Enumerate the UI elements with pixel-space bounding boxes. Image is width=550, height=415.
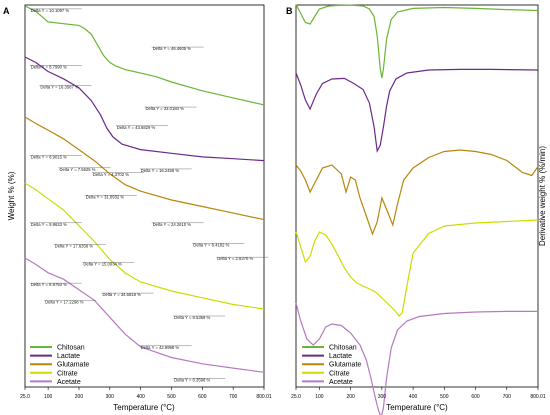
panel-a-x-tick-label: 400	[136, 394, 145, 400]
panel-b-series-citrate	[295, 219, 539, 317]
panel-b-legend-label: Chitosan	[329, 345, 357, 352]
panel-a-x-axis-label: Temperature (°C)	[113, 403, 175, 412]
panel-a-annotation: Delta Y = 8.3598 %	[174, 377, 210, 382]
panel-b-x-tick-label: 500	[440, 394, 449, 400]
panel-a-annotation: Delta Y = 4.3702 %	[93, 172, 129, 177]
panel-a-annotation: Delta Y = 33.0184 %	[146, 106, 185, 111]
panel-b-legend-label: Lactate	[329, 353, 352, 360]
panel-b-x-tick-label: 100	[315, 394, 324, 400]
panel-a-x-tick-label: 200	[75, 394, 84, 400]
panel-a-annotation: Delta Y = 34.5818 %	[102, 292, 141, 297]
panel-a-annotation: Delta Y = 46.4605 %	[153, 46, 192, 51]
panel-a-annotation: Delta Y = 16.3587 %	[40, 85, 79, 90]
panel-a-x-tick-label: 700	[229, 394, 238, 400]
panel-b-label: B	[286, 6, 293, 16]
panel-a-x-tick-label: 800.01	[256, 394, 272, 400]
panel-a-legend-label: Citrate	[57, 370, 78, 377]
panel-a-series-acetate	[24, 257, 265, 373]
panel-a-legend-label: Chitosan	[57, 345, 85, 352]
panel-a-annotation: Delta Y = 16.2458 %	[141, 168, 180, 173]
panel-b-x-ticks: 25.0 100 200 300 400 500 600 700 800.01	[291, 387, 546, 400]
panel-a-annotations: Delta Y = 10.1097 % Delta Y = 46.4605 % De…	[29, 8, 269, 382]
panel-a-legend-label: Glutamate	[57, 362, 89, 369]
panel-b-x-axis-label: Temperature (°C)	[386, 403, 448, 412]
panel-b-series-group	[295, 4, 539, 415]
panel-a-annotation: Delta Y = 9.9633 %	[31, 222, 67, 227]
panel-a-series-chitosan	[24, 5, 265, 106]
panel-b-legend-label: Glutamate	[329, 362, 361, 369]
panel-b-x-tick-label: 600	[471, 394, 480, 400]
panel-b-y-axis-label: Derivative weight % (%/min)	[538, 146, 547, 246]
panel-b-legend-label: Acetate	[329, 379, 353, 386]
panel-a-x-ticks: 25.0 100 200 300 400 500 600 700 800.01	[20, 387, 272, 400]
panel-a-plot-frame	[24, 4, 265, 388]
panel-a-x-tick-label: 500	[167, 394, 176, 400]
panel-b-legend-label: Citrate	[329, 370, 350, 377]
panel-a-y-axis-label: Weight % (%)	[7, 171, 16, 220]
panel-b-series-acetate	[295, 302, 538, 415]
panel-b-x-tick-label: 300	[378, 394, 387, 400]
panel-a-x-tick-label: 600	[198, 394, 207, 400]
panel-a-annotation: Delta Y = 8.9793 %	[31, 282, 67, 287]
panel-b-plot-frame	[295, 4, 539, 388]
panel-a-legend-label: Lactate	[57, 353, 80, 360]
panel-a-series-lactate	[24, 56, 265, 162]
panel-a-legend-label: Acetate	[57, 379, 81, 386]
panel-b-x-tick-label: 800.01	[530, 394, 546, 400]
panel-a-annotation: Delta Y = 17.2298 %	[45, 300, 84, 305]
panel-a-annotation: Delta Y = 31.0932 %	[86, 194, 125, 199]
panel-a-annotation: Delta Y = 43.6829 %	[117, 125, 156, 130]
panel-b-x-tick-label: 25.0	[291, 394, 301, 400]
panel-a-annotation: Delta Y = 8.9015 %	[31, 155, 67, 160]
panel-a-series-glutamate	[24, 116, 265, 221]
panel-a-annotation: Delta Y = 2.6370 %	[217, 256, 253, 261]
panel-a-label: A	[3, 6, 10, 16]
panel-b-series-glutamate	[295, 149, 539, 236]
panel-a-annotation: Delta Y = 42.9998 %	[141, 345, 180, 350]
panel-a-x-tick-label: 100	[44, 394, 53, 400]
panel-b-x-tick-label: 700	[503, 394, 512, 400]
panel-a-annotation: Delta Y = 15.0034 %	[83, 262, 122, 267]
panel-b-series-lactate	[295, 68, 539, 153]
panel-b-x-tick-label: 400	[409, 394, 418, 400]
panel-b-series-chitosan	[295, 4, 539, 79]
panel-a-annotation: Delta Y = 17.6358 %	[55, 244, 94, 249]
panel-a-annotation: Delta Y = 10.1097 %	[31, 8, 70, 13]
panel-b-x-tick-label: 200	[346, 394, 355, 400]
panel-a-tga-curves: Delta Y = 10.1097 % Delta Y = 46.4605 % De…	[3, 4, 272, 412]
panel-a-x-tick-label: 300	[106, 394, 115, 400]
panel-a-annotation: Delta Y = 8.4182 %	[193, 242, 229, 247]
panel-a-series-citrate	[24, 182, 265, 310]
panel-a-annotation: Delta Y = 7.5625 %	[59, 167, 95, 172]
panel-a-series-group	[24, 5, 265, 373]
panel-a-annotation: Delta Y = 24.2610 %	[153, 222, 192, 227]
panel-a-annotation: Delta Y = 8.7990 %	[31, 64, 67, 69]
panel-a-x-tick-label: 25.0	[20, 394, 30, 400]
panel-a-annotation: Delta Y = 8.5359 %	[174, 315, 210, 320]
panel-b-dtg-curves: 25.0 100 200 300 400 500 600 700 800.01 Chitosan…	[286, 4, 547, 415]
